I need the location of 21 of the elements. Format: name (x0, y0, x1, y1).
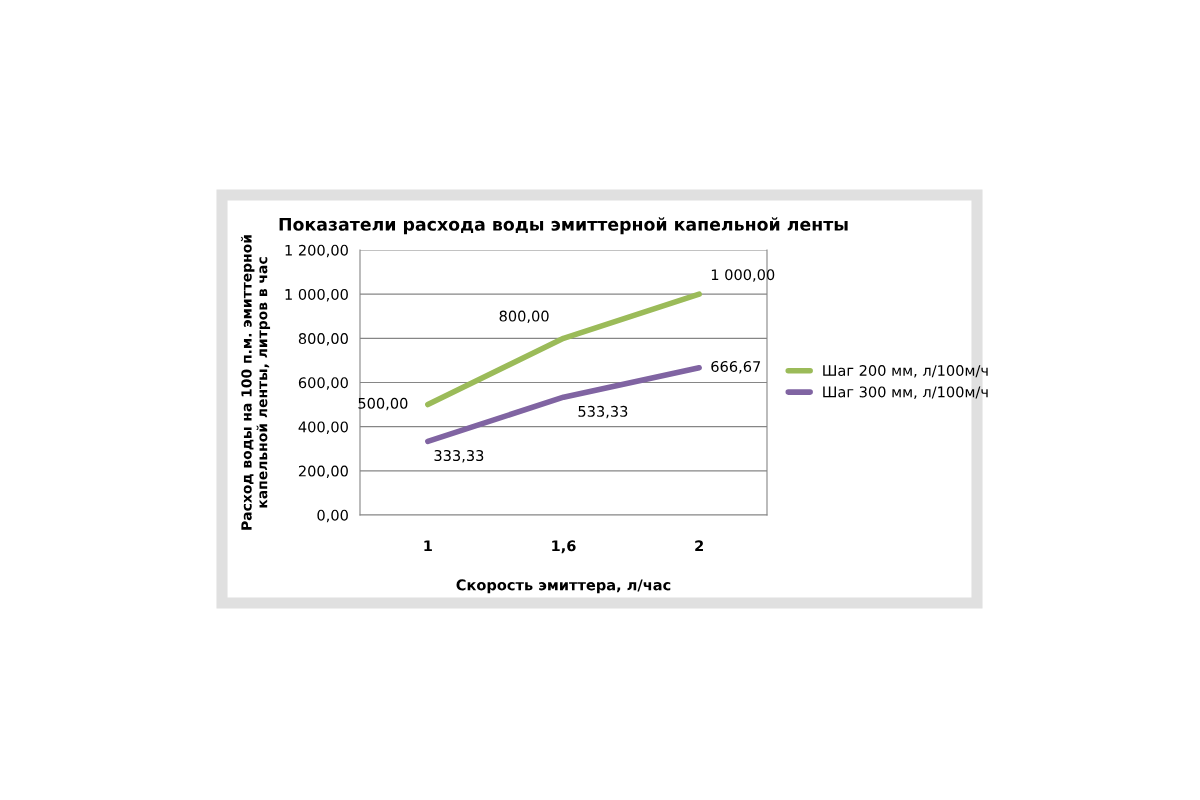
data-label: 800,00 (499, 310, 549, 324)
x-tick-label: 2 (695, 540, 703, 552)
x-axis-title: Скорость эмиттера, л/час (456, 579, 671, 594)
x-tick-label: 1 (424, 540, 432, 552)
y-tick-label: 0,00 (317, 509, 348, 523)
y-tick-label: 400,00 (298, 421, 348, 434)
data-label: 500,00 (358, 397, 408, 411)
y-axis-title: Расход воды на 100 п.м. эмиттерной капельной ленты, литров в час (240, 235, 271, 530)
legend-label: Шаг 200 мм, л/100м/ч (823, 365, 988, 378)
data-label: 333,33 (434, 449, 484, 463)
x-tick-label: 1,6 (552, 540, 576, 554)
y-tick-label: 200,00 (298, 465, 348, 479)
y-tick-label: 600,00 (298, 377, 348, 390)
y-tick-label: 1 000,00 (285, 288, 348, 302)
data-label: 666,67 (711, 360, 761, 374)
y-tick-label: 1 200,00 (285, 244, 348, 258)
y-tick-label: 800,00 (298, 333, 348, 346)
data-label: 1 000,00 (711, 269, 775, 282)
legend-label: Шаг 300 мм, л/100м/ч (823, 386, 988, 399)
chart-title: Показатели расхода воды эмиттерной капельной ленты (279, 217, 848, 235)
data-label: 533,33 (578, 405, 628, 419)
